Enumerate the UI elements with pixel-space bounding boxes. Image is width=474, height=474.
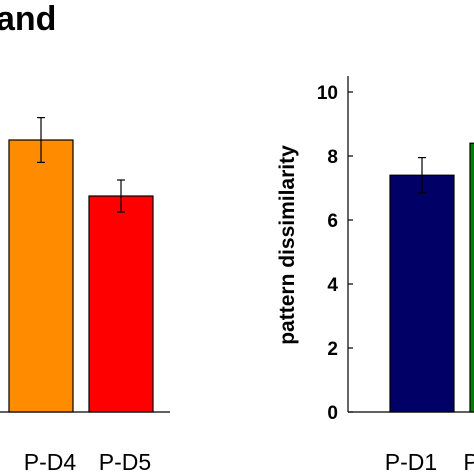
y-tick-label: 10 bbox=[317, 83, 338, 104]
left-chart-marks: P-D4 P-D5 bbox=[8, 116, 154, 474]
figure-title: and bbox=[0, 0, 56, 38]
left-category-label: P-D5 bbox=[99, 449, 151, 474]
left-chart: P-D4 P-D5 bbox=[0, 116, 170, 474]
y-tick-label: 6 bbox=[327, 211, 338, 232]
left-bar-p-d4 bbox=[8, 139, 74, 413]
right-chart-marks: P-D1 P bbox=[385, 142, 474, 474]
right-bar-p bbox=[469, 142, 474, 413]
y-tick-label: 8 bbox=[327, 147, 338, 168]
left-category-label: P-D4 bbox=[24, 449, 77, 474]
right-category-label: P bbox=[463, 449, 474, 474]
right-category-label: P-D1 bbox=[385, 449, 437, 474]
right-y-ticks: 0 2 4 6 8 10 bbox=[317, 83, 353, 424]
y-tick-label: 4 bbox=[327, 275, 338, 296]
left-bar-p-d5 bbox=[88, 195, 154, 413]
y-tick-label: 0 bbox=[327, 403, 338, 424]
right-chart: 0 2 4 6 8 10 pattern dissimilarity P-D1 P bbox=[276, 76, 474, 474]
y-axis-label: pattern dissimilarity bbox=[276, 145, 299, 345]
y-tick-label: 2 bbox=[327, 339, 338, 360]
right-bar-p-d1 bbox=[389, 174, 455, 413]
